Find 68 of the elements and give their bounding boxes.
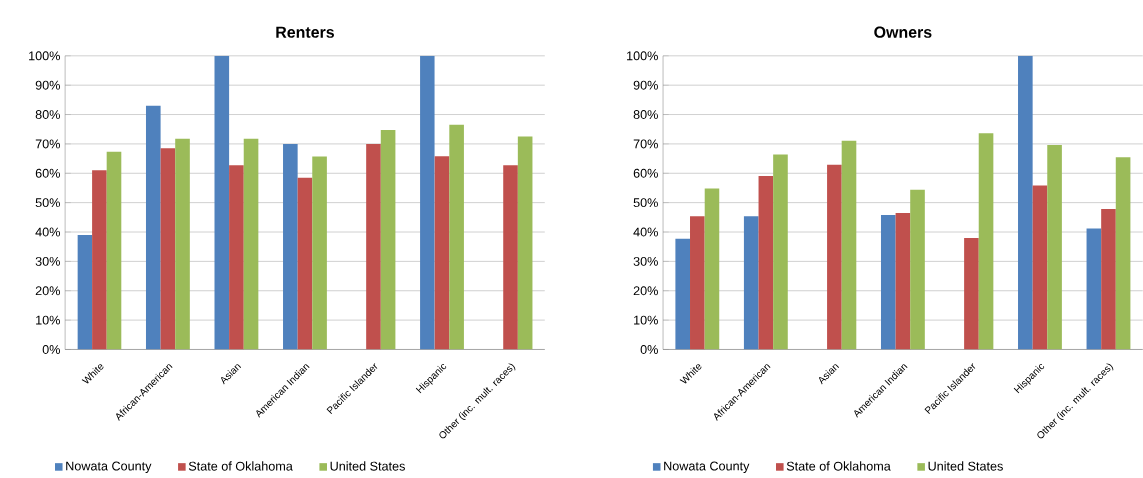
chart-title: Renters xyxy=(276,26,334,38)
y-tick-label: 50% xyxy=(633,198,658,207)
bar xyxy=(420,55,435,350)
bar xyxy=(366,143,381,350)
y-tick-label: 90% xyxy=(35,80,60,90)
bar xyxy=(106,151,122,350)
y-tick-label: 50% xyxy=(35,198,60,207)
y-tick-label: 10% xyxy=(634,315,658,325)
legend-label: Nowata County xyxy=(66,461,152,473)
bar xyxy=(503,165,518,350)
y-tick-label: 30% xyxy=(633,256,658,266)
bar xyxy=(380,129,396,350)
bar xyxy=(690,215,705,350)
y-tick-label: 30% xyxy=(35,256,60,266)
bar xyxy=(297,177,313,350)
bar xyxy=(229,165,244,350)
y-tick-label: 40% xyxy=(35,227,60,237)
y-tick-label: 10% xyxy=(36,315,60,325)
bar xyxy=(449,124,464,350)
y-tick-label: 100% xyxy=(627,51,658,61)
y-tick-label: 20% xyxy=(35,286,60,296)
chart-title: Owners xyxy=(874,26,932,38)
bar xyxy=(964,237,979,350)
bar xyxy=(243,138,259,350)
bar xyxy=(841,140,857,350)
legend-label: United States xyxy=(928,461,1003,471)
bar xyxy=(1047,144,1062,350)
y-tick-label: 60% xyxy=(35,168,60,178)
y-tick-label: 80% xyxy=(35,109,60,119)
y-tick-label: 40% xyxy=(633,227,658,237)
bar xyxy=(145,105,161,350)
bar xyxy=(827,164,842,350)
bar xyxy=(773,154,788,350)
bar xyxy=(880,214,896,350)
y-tick-label: 60% xyxy=(633,168,658,178)
legend-label: United States xyxy=(330,461,405,471)
bar xyxy=(1086,228,1102,350)
legend-label: State of Oklahoma xyxy=(786,461,891,471)
bar xyxy=(704,188,720,350)
bar xyxy=(1115,156,1131,350)
y-tick-label: 0% xyxy=(42,344,60,354)
y-tick-label: 70% xyxy=(35,139,60,149)
y-tick-label: 90% xyxy=(633,80,658,90)
bar xyxy=(910,189,925,350)
y-tick-label: 80% xyxy=(633,109,658,119)
legend-label: Nowata County xyxy=(664,461,750,473)
bar xyxy=(517,136,533,350)
bar xyxy=(214,55,230,350)
bar xyxy=(312,156,327,350)
bar xyxy=(758,175,774,350)
y-tick-label: 100% xyxy=(29,51,60,61)
y-tick-label: 0% xyxy=(640,344,658,354)
bar xyxy=(160,148,176,350)
bar xyxy=(978,133,994,350)
bar xyxy=(1101,208,1116,350)
bar xyxy=(434,156,450,350)
bar xyxy=(92,170,107,350)
bar xyxy=(675,238,691,350)
bar xyxy=(1018,55,1033,350)
y-tick-label: 20% xyxy=(633,286,658,296)
bar xyxy=(1032,185,1048,350)
bar xyxy=(895,212,911,350)
bar xyxy=(743,215,759,350)
bar xyxy=(175,138,190,350)
legend-label: State of Oklahoma xyxy=(188,461,293,471)
y-tick-label: 70% xyxy=(633,139,658,149)
bar xyxy=(77,234,93,350)
bar xyxy=(283,143,298,350)
